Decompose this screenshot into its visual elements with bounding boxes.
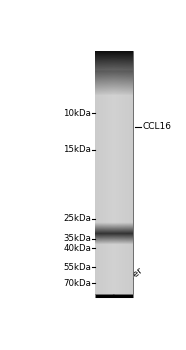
Text: 15kDa: 15kDa	[63, 145, 91, 154]
Bar	[95, 51, 133, 294]
Text: 55kDa: 55kDa	[63, 262, 91, 272]
Text: Rat liver: Rat liver	[110, 266, 145, 297]
Text: CCL16: CCL16	[143, 122, 172, 131]
Text: 40kDa: 40kDa	[63, 244, 91, 253]
Text: 70kDa: 70kDa	[63, 279, 91, 288]
Text: 25kDa: 25kDa	[63, 214, 91, 223]
Text: 35kDa: 35kDa	[63, 234, 91, 243]
Text: 10kDa: 10kDa	[63, 109, 91, 118]
